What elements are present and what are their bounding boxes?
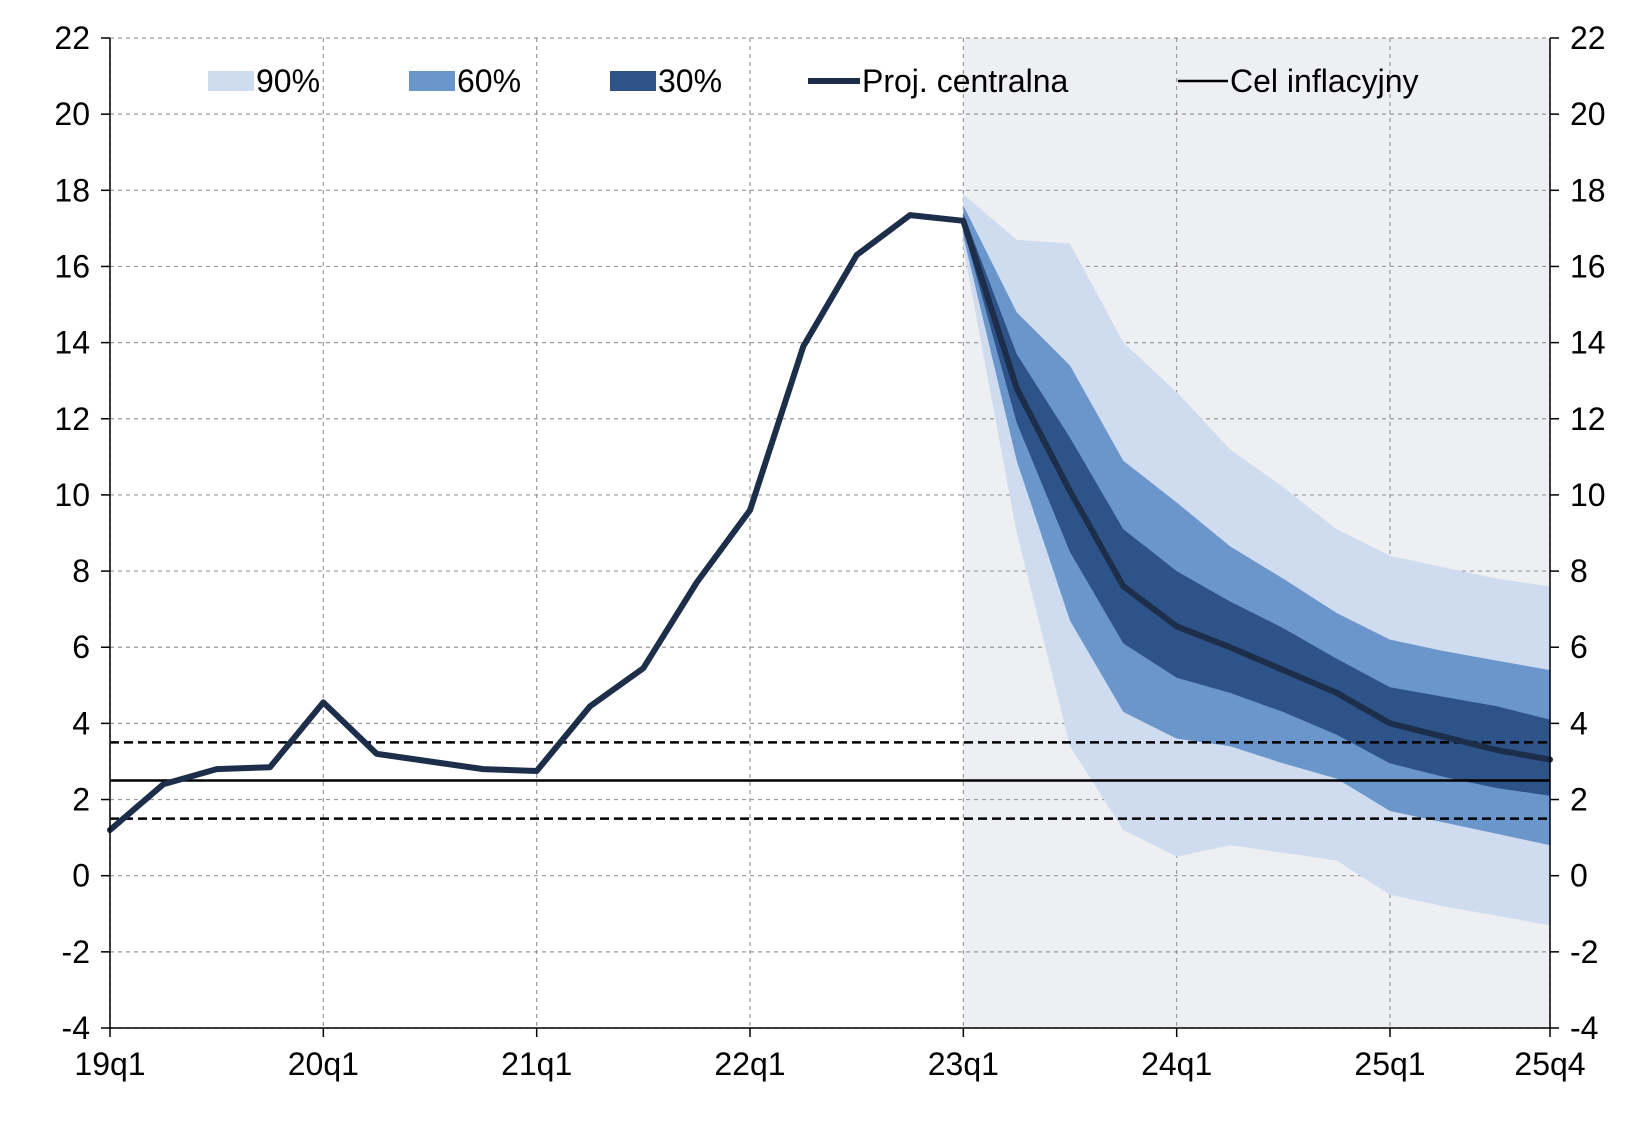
y-tick-label-right: 20 — [1570, 96, 1606, 132]
y-tick-label-left: -4 — [62, 1010, 90, 1046]
x-tick-label: 25q4 — [1514, 1046, 1585, 1082]
y-tick-label-left: -2 — [62, 934, 90, 970]
y-tick-label-right: 16 — [1570, 248, 1606, 284]
y-tick-label-left: 0 — [72, 858, 90, 894]
legend-swatch-60pct — [409, 71, 455, 91]
x-tick-label: 19q1 — [74, 1046, 145, 1082]
y-tick-label-right: -2 — [1570, 934, 1598, 970]
x-tick-label: 20q1 — [288, 1046, 359, 1082]
legend-label: 30% — [658, 63, 722, 99]
series-layer — [107, 212, 1553, 833]
fan-band-60pct — [963, 205, 1550, 846]
y-tick-label-right: 8 — [1570, 553, 1588, 589]
y-tick-label-left: 2 — [72, 782, 90, 818]
legend-swatch-30pct — [610, 71, 656, 91]
reference-lines-layer — [110, 741, 1550, 820]
y-tick-label-right: 0 — [1570, 858, 1588, 894]
legend-swatch-90pct — [208, 71, 254, 91]
y-tick-label-right: -4 — [1570, 1010, 1598, 1046]
x-tick-label: 24q1 — [1141, 1046, 1212, 1082]
y-tick-label-left: 6 — [72, 629, 90, 665]
y-tick-label-right: 18 — [1570, 172, 1606, 208]
legend: 90% 60% 30% Proj. centralna Cel inflacyjny — [208, 63, 1419, 99]
central-projection-line — [107, 212, 1553, 833]
y-tick-label-left: 4 — [72, 705, 90, 741]
y-tick-label-right: 10 — [1570, 477, 1606, 513]
x-tick-label: 23q1 — [928, 1046, 999, 1082]
y-tick-label-right: 12 — [1570, 401, 1606, 437]
x-tick-label: 25q1 — [1354, 1046, 1425, 1082]
legend-label: 90% — [256, 63, 320, 99]
x-tick-label: 21q1 — [501, 1046, 572, 1082]
legend-label: Proj. centralna — [862, 63, 1069, 99]
y-tick-label-right: 22 — [1570, 20, 1606, 56]
y-tick-label-right: 6 — [1570, 629, 1588, 665]
legend-label: 60% — [457, 63, 521, 99]
y-tick-label-right: 2 — [1570, 782, 1588, 818]
y-tick-label-right: 4 — [1570, 705, 1588, 741]
y-tick-label-left: 16 — [54, 248, 90, 284]
legend-label: Cel inflacyjny — [1230, 63, 1419, 99]
y-tick-label-right: 14 — [1570, 325, 1606, 361]
y-tick-label-left: 14 — [54, 325, 90, 361]
x-tick-label: 22q1 — [714, 1046, 785, 1082]
y-tick-label-left: 10 — [54, 477, 90, 513]
gridlines-layer — [109, 37, 1551, 1029]
y-tick-label-left: 20 — [54, 96, 90, 132]
y-tick-label-left: 18 — [54, 172, 90, 208]
y-tick-label-left: 8 — [72, 553, 90, 589]
y-tick-label-left: 22 — [54, 20, 90, 56]
y-tick-label-left: 12 — [54, 401, 90, 437]
